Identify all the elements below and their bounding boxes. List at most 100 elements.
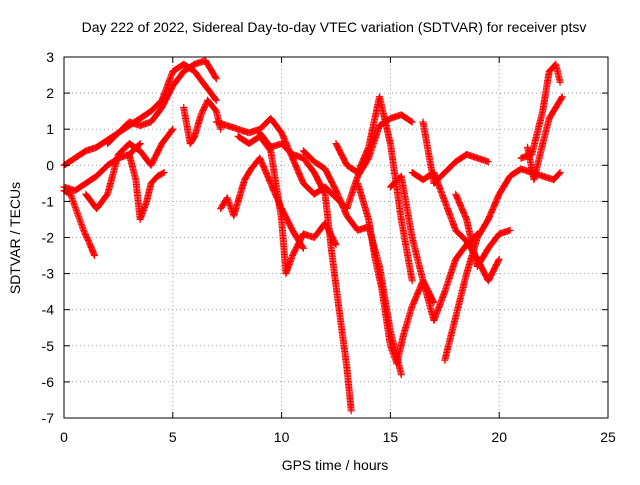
point-markers (147, 105, 165, 126)
point-markers (158, 125, 177, 148)
point-markers (419, 118, 438, 186)
x-tick-label: 10 (274, 429, 290, 445)
y-tick-label: -6 (42, 374, 55, 390)
point-markers (125, 151, 139, 182)
point-markers (495, 173, 513, 198)
point-markers (473, 246, 491, 270)
point-markers (73, 208, 87, 233)
series-sat-track-4 (82, 125, 177, 213)
point-markers (530, 141, 546, 184)
point-markers (545, 105, 559, 122)
series-sat-track-15 (386, 172, 481, 324)
point-markers (104, 152, 122, 198)
point-markers (267, 114, 285, 136)
y-tick-label: -2 (42, 230, 55, 246)
point-markers (371, 255, 385, 290)
x-tick-label: 20 (491, 429, 507, 445)
series-sat-track-6 (125, 151, 168, 223)
point-markers (539, 116, 553, 148)
point-markers (147, 173, 161, 187)
point-markers (191, 67, 208, 89)
x-axis-label: GPS time / hours (282, 457, 389, 473)
point-markers (180, 61, 197, 75)
point-markers (191, 112, 205, 140)
point-markers (552, 60, 564, 86)
point-markers (452, 271, 470, 321)
series-sat-track-5 (104, 57, 220, 148)
series-sat-track-14 (354, 179, 438, 368)
point-markers (147, 97, 165, 115)
point-markers (408, 234, 427, 283)
point-markers (365, 215, 379, 262)
point-markers (343, 212, 361, 233)
y-tick-label: 1 (46, 121, 54, 137)
point-markers (441, 197, 459, 233)
point-markers (289, 231, 307, 259)
point-markers (539, 69, 553, 115)
point-markers (332, 140, 350, 168)
point-markers (82, 190, 100, 211)
point-markers (441, 315, 459, 364)
point-markers (82, 173, 99, 187)
point-markers (93, 191, 111, 213)
point-markers (114, 119, 132, 137)
point-markers (180, 104, 194, 146)
point-markers (201, 57, 220, 83)
point-markers (125, 140, 143, 154)
point-markers (299, 154, 317, 175)
y-tick-label: 0 (46, 157, 54, 173)
point-markers (321, 190, 335, 254)
point-markers (473, 154, 492, 166)
point-markers (376, 93, 394, 146)
point-markers (86, 241, 98, 259)
point-markers (256, 116, 274, 133)
point-markers (241, 166, 254, 184)
point-markers (430, 289, 448, 324)
point-markers (343, 364, 355, 415)
series-sat-track-17 (419, 118, 492, 187)
point-markers (158, 83, 176, 111)
axes: 0 5 10 15 20 25 -7 -6 -5 -4 -3 -2 -1 0 1 2 3 (42, 49, 616, 445)
y-axis-label: SDTVAR / TECUs (7, 182, 23, 294)
point-markers (334, 299, 351, 370)
point-markers (256, 129, 274, 150)
point-markers (67, 190, 80, 215)
point-markers (71, 180, 89, 195)
y-tick-label: 2 (46, 85, 54, 101)
chart-title: Day 222 of 2022, Sidereal Day-to-day VTE… (82, 19, 587, 35)
point-markers (393, 333, 407, 368)
point-markers (71, 148, 89, 162)
point-markers (230, 199, 242, 220)
point-markers (321, 165, 339, 193)
point-markers (550, 169, 564, 184)
point-markers (114, 141, 132, 158)
point-markers (328, 248, 342, 305)
y-tick-label: -4 (42, 302, 55, 318)
point-markers (354, 145, 372, 176)
x-tick-label: 25 (600, 429, 616, 445)
point-markers (397, 215, 416, 285)
point-markers (234, 177, 248, 205)
data-points (60, 57, 566, 415)
y-tick-label: -3 (42, 266, 55, 282)
y-tick-label: -7 (42, 410, 55, 426)
point-markers (93, 137, 110, 151)
point-markers (299, 179, 317, 197)
point-markers (452, 226, 469, 244)
point-markers (400, 304, 416, 339)
point-markers (452, 190, 470, 222)
series-sat-track-19 (452, 190, 514, 270)
point-markers (169, 69, 187, 90)
point-markers (201, 82, 220, 104)
point-markers (278, 140, 295, 157)
point-markers (495, 226, 514, 238)
series-sat-track-13 (332, 93, 416, 285)
point-markers (256, 154, 274, 186)
point-markers (80, 226, 93, 247)
point-markers (441, 159, 459, 176)
point-markers (441, 257, 459, 296)
point-markers (267, 147, 285, 222)
series-sat-track-20 (517, 60, 564, 162)
point-markers (332, 187, 350, 218)
